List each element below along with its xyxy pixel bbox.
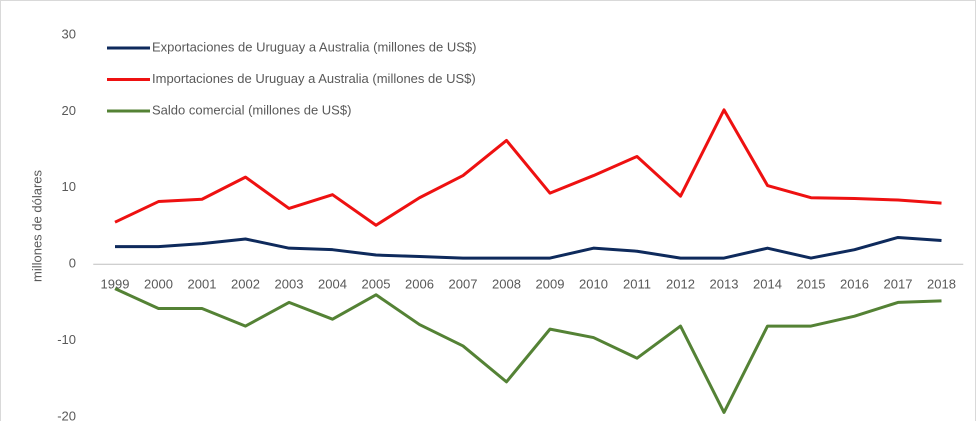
y-tick-label: 20 — [62, 103, 76, 118]
x-tick-label: 2013 — [710, 277, 739, 292]
x-tick-label: 2015 — [797, 277, 826, 292]
legend-label: Saldo comercial (millones de US$) — [152, 102, 351, 117]
y-tick-label: 30 — [62, 26, 76, 41]
x-tick-label: 2009 — [536, 277, 565, 292]
x-tick-label: 2005 — [362, 277, 391, 292]
y-tick-label: -20 — [57, 408, 76, 421]
x-tick-label: 2001 — [188, 277, 217, 292]
legend-label: Importaciones de Uruguay a Australia (mi… — [152, 71, 476, 86]
series-line — [115, 235, 942, 260]
x-tick-label: 2011 — [623, 277, 651, 292]
x-tick-label: 2006 — [405, 277, 434, 292]
x-tick-label: 2008 — [492, 277, 521, 292]
y-tick-label: 10 — [62, 179, 76, 194]
x-tick-label: 2012 — [666, 277, 695, 292]
y-tick-label: -10 — [57, 332, 76, 347]
y-axis-title: millones de dólares — [29, 170, 44, 283]
x-tick-label: 2016 — [840, 277, 869, 292]
y-tick-label: 0 — [69, 256, 76, 271]
legend-label: Exportaciones de Uruguay a Australia (mi… — [152, 39, 476, 54]
x-tick-label: 2000 — [144, 277, 173, 292]
x-tick-label: 2003 — [275, 277, 304, 292]
x-tick-label: 2004 — [318, 277, 347, 292]
x-tick-label: 1999 — [101, 277, 130, 292]
series-line — [114, 108, 942, 227]
series-line — [114, 287, 942, 414]
x-tick-label: 2010 — [579, 277, 608, 292]
x-tick-label: 2018 — [927, 277, 956, 292]
x-tick-label: 2002 — [231, 277, 260, 292]
x-tick-label: 2014 — [753, 277, 782, 292]
x-tick-label: 2007 — [449, 277, 478, 292]
x-tick-label: 2017 — [884, 277, 913, 292]
